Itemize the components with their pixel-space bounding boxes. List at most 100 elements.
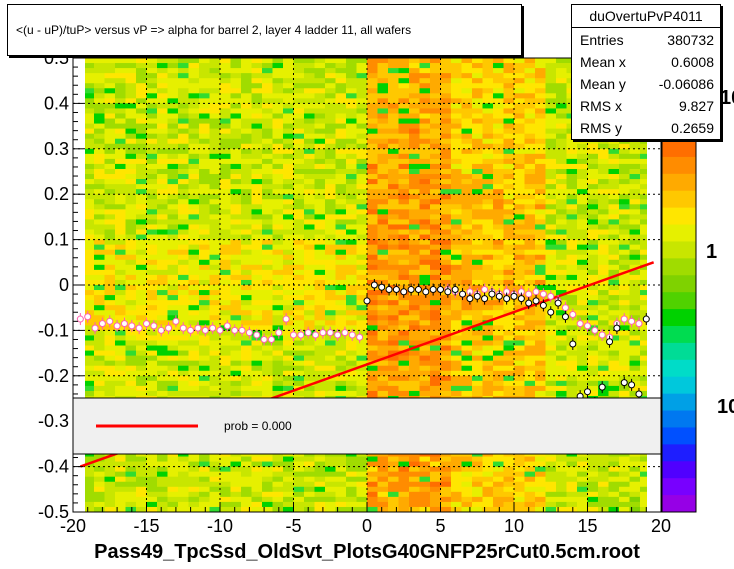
heatmap-cell [346,209,357,215]
heatmap-cell [251,78,263,84]
heatmap-cell [640,163,651,170]
heatmap-cell [146,88,158,94]
heatmap-cell [272,93,284,99]
heatmap-cell [556,239,567,246]
heatmap-cell [608,244,620,251]
heatmap-cell [157,269,168,276]
heatmap-cell [598,264,609,271]
heatmap-cell [545,239,557,246]
heatmap-cell [241,501,252,508]
heatmap-cell [251,204,263,210]
heatmap-cell [146,184,158,190]
heatmap-cell [535,305,546,311]
heatmap-cell [367,199,378,205]
heatmap-cell [136,78,147,84]
heatmap-cell [377,360,389,367]
heatmap-cell [178,350,189,357]
heatmap-cell [178,481,189,488]
heatmap-cell [566,315,578,321]
heatmap-cell [346,506,357,513]
heatmap-cell [241,143,252,150]
heatmap-cell [230,259,242,266]
heatmap-cell [461,320,473,326]
heatmap-cell [451,143,462,150]
heatmap-cell [136,390,147,397]
heatmap-cell [115,380,126,387]
heatmap-cell [104,385,116,392]
heatmap-cell [346,370,357,377]
heatmap-cell [472,244,483,251]
heatmap-cell [629,501,641,508]
heatmap-cell [556,158,567,165]
heatmap-cell [104,375,116,382]
heatmap-cell [524,133,536,140]
heatmap-cell [157,128,168,135]
heatmap-cell [629,370,641,377]
heatmap-cell [283,300,294,306]
heatmap-cell [293,295,305,301]
heatmap-cell [304,325,315,331]
heatmap-cell [178,264,189,271]
heatmap-cell [83,73,95,79]
heatmap-cell [283,219,294,225]
heatmap-cell [598,290,609,296]
heatmap-cell [545,199,557,205]
heatmap-cell [293,138,305,145]
heatmap-cell [398,148,410,155]
heatmap-cell [346,315,357,321]
heatmap-cell [230,118,242,124]
heatmap-cell [587,461,599,467]
heatmap-cell [346,269,357,276]
heatmap-cell [157,471,168,478]
heatmap-cell [608,189,620,195]
heatmap-cell [304,315,315,321]
heatmap-cell [524,108,536,114]
heatmap-cell [388,189,399,195]
heatmap-cell [377,123,389,130]
heatmap-cell [209,506,221,513]
heatmap-cell [146,279,158,286]
heatmap-cell [409,153,420,160]
heatmap-cell [598,209,609,215]
heatmap-cell [136,58,147,64]
heatmap-cell [209,103,221,109]
heatmap-cell [230,224,242,230]
heatmap-cell [314,264,326,271]
heatmap-cell [587,138,599,145]
heatmap-cell [314,385,326,392]
heatmap-cell [440,259,452,266]
heatmap-cell [104,290,116,296]
heatmap-cell [482,209,494,215]
heatmap-cell [283,375,294,382]
heatmap-cell [262,385,273,392]
heatmap-cell [293,93,305,99]
heatmap-cell [514,274,525,281]
heatmap-cell [220,471,231,478]
heatmap-cell [577,224,588,230]
heatmap-cell [178,274,189,281]
heatmap-cell [356,285,368,291]
heatmap-cell [241,466,252,473]
heatmap-cell [514,355,525,362]
heatmap-cell [451,471,462,478]
heatmap-cell [94,148,105,155]
heatmap-cell [251,290,263,296]
heatmap-cell [335,68,347,74]
heatmap-cell [514,259,525,266]
heatmap-cell [535,456,546,462]
heatmap-cell [535,234,546,240]
heatmap-cell [367,93,378,99]
heatmap-cell [482,194,494,200]
heatmap-cell [545,254,557,261]
heatmap-cell [157,345,168,351]
heatmap-cell [188,189,200,195]
heatmap-cell [94,214,105,220]
heatmap-cell [545,194,557,200]
heatmap-cell [83,466,95,473]
heatmap-cell [188,476,200,483]
heatmap-cell [251,476,263,483]
heatmap-cell [325,58,336,64]
heatmap-cell [461,254,473,261]
heatmap-cell [598,310,609,316]
heatmap-cell [272,375,284,382]
